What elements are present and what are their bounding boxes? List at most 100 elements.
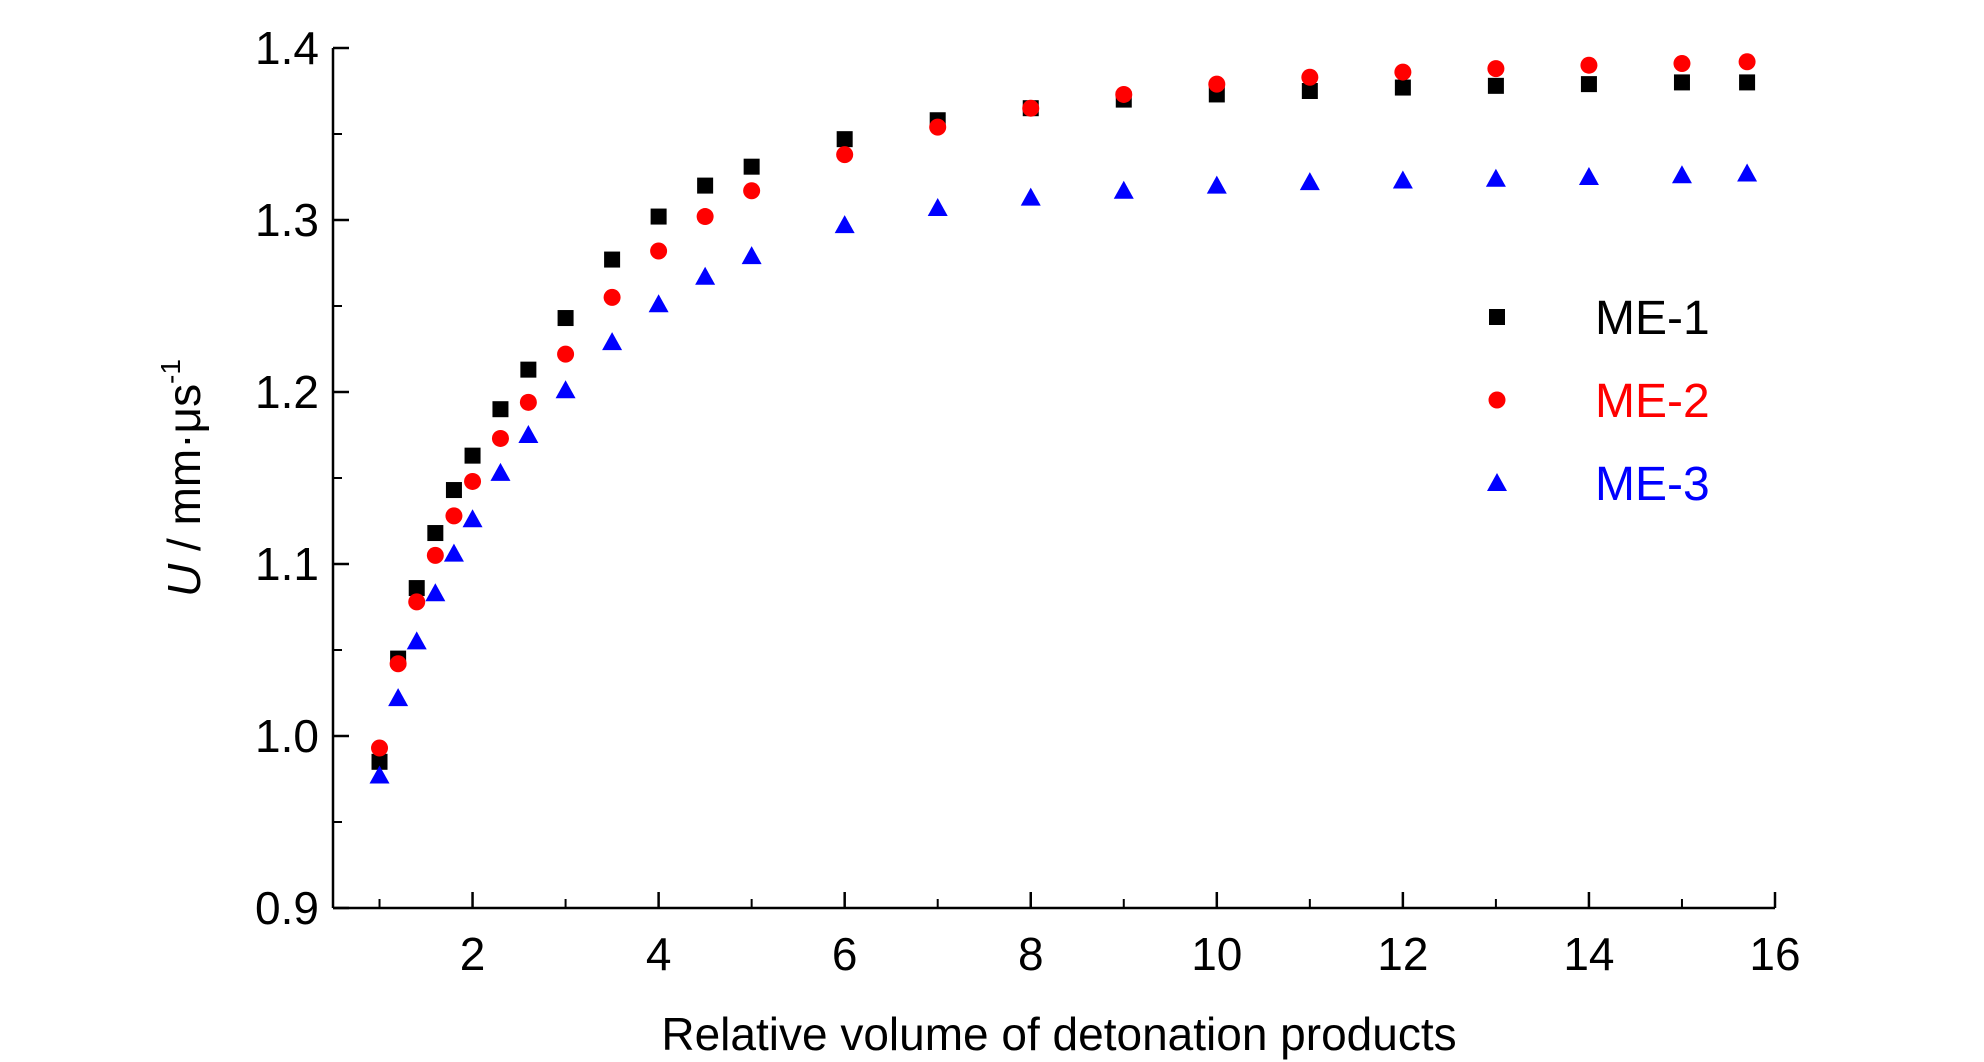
data-point xyxy=(445,507,463,525)
x-axis-label: Relative volume of detonation products xyxy=(661,1008,1456,1060)
y-tick-label: 1.4 xyxy=(255,22,319,74)
legend-marker xyxy=(1489,309,1505,325)
data-point xyxy=(1208,75,1226,93)
data-point xyxy=(834,215,855,234)
data-point xyxy=(371,739,389,757)
x-tick-label: 2 xyxy=(460,928,486,980)
data-point xyxy=(464,447,481,464)
data-point xyxy=(929,118,947,136)
data-point xyxy=(371,753,388,770)
data-point xyxy=(1301,83,1318,99)
x-tick-label: 14 xyxy=(1563,928,1614,980)
data-point xyxy=(602,332,623,351)
data-point xyxy=(1673,74,1690,91)
data-point xyxy=(696,208,714,226)
data-point xyxy=(408,580,425,597)
data-point xyxy=(555,380,576,399)
data-point xyxy=(650,208,667,225)
legend-label: ME-3 xyxy=(1595,458,1710,511)
data-point xyxy=(603,288,621,306)
x-tick-label: 6 xyxy=(832,928,858,980)
y-tick-label: 1.2 xyxy=(255,366,319,418)
data-point xyxy=(1394,63,1412,81)
series-ME-2 xyxy=(371,53,1756,757)
legend-label: ME-2 xyxy=(1595,375,1710,428)
data-point xyxy=(1485,168,1506,187)
y-tick-label: 1.1 xyxy=(255,538,319,590)
legend-marker xyxy=(1487,473,1507,491)
y-tick-label: 1.3 xyxy=(255,194,319,246)
data-point xyxy=(650,242,668,260)
data-point xyxy=(492,401,509,418)
x-tick-label: 12 xyxy=(1377,928,1428,980)
data-point xyxy=(520,361,537,378)
data-point xyxy=(445,482,462,499)
y-axis-label-unit: / mm·μs xyxy=(158,384,210,564)
data-point xyxy=(490,462,511,481)
legend-label: ME-1 xyxy=(1595,292,1710,345)
y-axis-label-symbol: U xyxy=(158,563,210,597)
data-point xyxy=(519,393,537,411)
data-point xyxy=(1392,170,1413,189)
axes: 2 4 6 8 10 12 14 16 0.9 1.0 1.1 1.2 1.3 1.4 xyxy=(255,22,1801,980)
data-point xyxy=(388,688,409,707)
data-point xyxy=(557,310,574,327)
data-point xyxy=(695,266,716,285)
data-point xyxy=(427,525,444,542)
y-tick-label: 1.0 xyxy=(255,710,319,762)
data-point xyxy=(1487,60,1505,78)
x-axis-ticks: 2 4 6 8 10 12 14 16 xyxy=(378,892,1801,980)
data-point xyxy=(491,429,509,447)
data-point xyxy=(408,593,426,611)
data-point xyxy=(1113,180,1134,199)
y-axis-ticks: 0.9 1.0 1.1 1.2 1.3 1.4 xyxy=(255,22,349,934)
data-point xyxy=(1115,85,1133,103)
data-point xyxy=(1580,76,1597,93)
data-point xyxy=(743,158,760,175)
data-point xyxy=(1671,165,1692,184)
data-point xyxy=(406,631,427,650)
data-point xyxy=(464,472,482,490)
data-point xyxy=(648,294,669,313)
y-tick-label: 0.9 xyxy=(255,882,319,934)
data-point xyxy=(1487,77,1504,94)
data-point xyxy=(425,583,446,602)
data-point xyxy=(1578,167,1599,185)
data-point xyxy=(1022,99,1040,117)
data-point xyxy=(1301,68,1319,86)
x-tick-label: 16 xyxy=(1749,928,1800,980)
legend: ME-1 ME-2 ME-3 xyxy=(1487,292,1710,511)
y-axis-label: U / mm·μs-1 xyxy=(155,359,210,597)
data-point xyxy=(1394,79,1411,96)
data-point xyxy=(836,146,854,164)
data-point xyxy=(743,182,761,200)
legend-item: ME-1 xyxy=(1489,292,1710,345)
x-tick-label: 4 xyxy=(646,928,672,980)
data-point xyxy=(443,543,464,562)
data-point xyxy=(1673,54,1691,72)
x-tick-label: 8 xyxy=(1018,928,1044,980)
data-point xyxy=(741,246,762,265)
legend-item: ME-2 xyxy=(1488,375,1710,428)
data-point xyxy=(1738,53,1756,71)
y-axis-label-exponent: -1 xyxy=(155,359,186,384)
data-point xyxy=(1739,74,1756,91)
data-point xyxy=(1020,187,1041,206)
data-point xyxy=(1299,172,1320,191)
data-point xyxy=(557,345,575,363)
data-point xyxy=(1737,163,1758,182)
data-point xyxy=(836,131,853,148)
data-point xyxy=(462,509,483,528)
series-layer xyxy=(369,53,1758,784)
data-point xyxy=(1580,56,1598,74)
legend-marker xyxy=(1488,391,1506,409)
legend-item: ME-3 xyxy=(1487,458,1710,511)
data-point xyxy=(389,655,407,673)
data-point xyxy=(697,177,714,194)
series-ME-3 xyxy=(369,163,1758,784)
x-tick-label: 10 xyxy=(1191,928,1242,980)
data-point xyxy=(369,765,390,784)
data-point xyxy=(604,251,621,268)
